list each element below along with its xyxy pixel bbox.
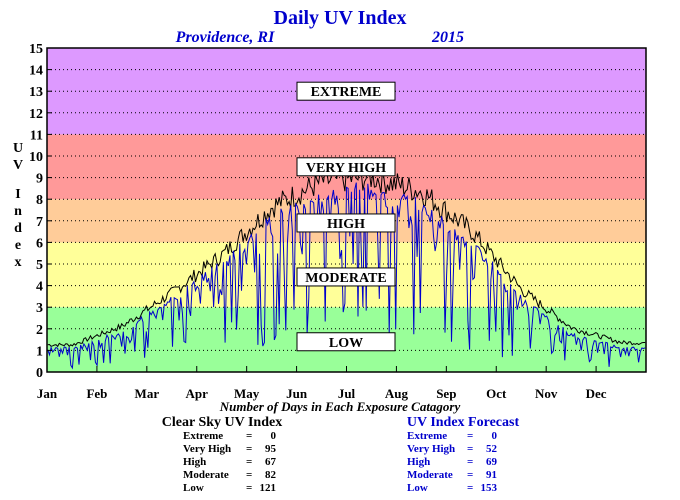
y-tick-label: 12 bbox=[29, 107, 43, 122]
x-month-label: May bbox=[234, 386, 260, 401]
y-tick-label: 11 bbox=[30, 128, 43, 143]
x-month-labels: Jan Feb Mar Apr May Jun Jul Aug Sep Oct Nov Dec bbox=[37, 366, 607, 401]
chart-location: Providence, RI bbox=[175, 29, 275, 46]
x-month-label: Aug bbox=[385, 386, 409, 401]
band-label-box bbox=[296, 157, 396, 177]
chart-year: 2015 bbox=[431, 29, 464, 46]
clear-sky-table: Extreme = 0 Very High = 95 High = 67 Moderate = 82 L… bbox=[183, 430, 277, 494]
summary-row-label: Very High bbox=[407, 443, 455, 455]
x-month-label: Apr bbox=[186, 386, 209, 401]
summary-row-value: 0 bbox=[492, 430, 498, 442]
x-month-label: Jun bbox=[286, 386, 308, 401]
summary-row-value: 67 bbox=[265, 456, 277, 468]
y-axis-label-char: V bbox=[13, 158, 23, 173]
y-tick-label: 9 bbox=[36, 172, 43, 187]
summary-row-equals: = bbox=[246, 482, 252, 494]
summary-row-equals: = bbox=[246, 443, 252, 455]
y-tick-label: 6 bbox=[36, 236, 43, 251]
summary-row-equals: = bbox=[246, 456, 252, 468]
y-tick-label: 5 bbox=[36, 258, 43, 273]
band-label: HIGH bbox=[327, 217, 365, 232]
y-tick-label: 10 bbox=[29, 150, 43, 165]
days-summary-title: Number of Days in Each Exposure Catagory bbox=[219, 399, 461, 414]
band-label: EXTREME bbox=[311, 85, 382, 100]
y-tick-label: 3 bbox=[36, 301, 43, 316]
x-month-label: Jan bbox=[37, 386, 58, 401]
summary-row-equals: = bbox=[467, 443, 473, 455]
y-tick-label: 4 bbox=[36, 280, 43, 295]
clear-sky-heading: Clear Sky UV Index bbox=[162, 415, 282, 430]
chart-title: Daily UV Index bbox=[274, 7, 407, 29]
summary-row-equals: = bbox=[467, 456, 473, 468]
y-tick-label: 15 bbox=[29, 42, 43, 57]
y-tick-label: 14 bbox=[29, 64, 43, 79]
summary-row-label: High bbox=[183, 456, 206, 468]
summary-row-label: Moderate bbox=[407, 469, 453, 481]
x-month-label: Mar bbox=[135, 386, 160, 401]
y-tick-label: 7 bbox=[36, 215, 43, 230]
x-month-label: Oct bbox=[486, 386, 507, 401]
x-month-label: Dec bbox=[586, 386, 607, 401]
band-label-box bbox=[296, 81, 396, 101]
summary-row-label: Moderate bbox=[183, 469, 229, 481]
summary-row-value: 121 bbox=[260, 482, 277, 494]
forecast-table: Extreme = 0 Very High = 52 High = 69 Moderate = 91 L… bbox=[407, 430, 498, 494]
summary-row-value: 91 bbox=[486, 469, 497, 481]
band-label-box bbox=[296, 332, 396, 352]
summary-row-label: Low bbox=[183, 482, 204, 494]
summary-row-label: Extreme bbox=[407, 430, 447, 442]
summary-row-value: 82 bbox=[265, 469, 277, 481]
y-axis-label-char: U bbox=[13, 141, 23, 156]
summary-row-equals: = bbox=[467, 430, 473, 442]
summary-row-label: Very High bbox=[183, 443, 231, 455]
summary-row-equals: = bbox=[467, 469, 473, 481]
band-label-box bbox=[296, 267, 396, 287]
summary-row-label: Low bbox=[407, 482, 428, 494]
x-month-label: Jul bbox=[338, 386, 356, 401]
summary-row-label: High bbox=[407, 456, 430, 468]
summary-row-label: Extreme bbox=[183, 430, 223, 442]
band-label-box bbox=[296, 213, 396, 233]
y-axis-label-char: x bbox=[15, 255, 22, 270]
band-labels: LOW MODERATE HIGH VERY HIGH EXTREME bbox=[296, 81, 396, 352]
y-tick-label: 1 bbox=[36, 344, 43, 359]
x-month-label: Sep bbox=[436, 386, 456, 401]
y-axis-label-char: n bbox=[14, 204, 22, 219]
y-tick-label: 8 bbox=[36, 193, 43, 208]
forecast-heading: UV Index Forecast bbox=[407, 415, 520, 430]
y-tick-label: 2 bbox=[36, 323, 43, 338]
summary-row-equals: = bbox=[246, 430, 252, 442]
y-tick-label: 0 bbox=[36, 366, 43, 381]
series-line-forecast bbox=[47, 182, 646, 370]
band-label: LOW bbox=[329, 336, 363, 351]
summary-row-equals: = bbox=[246, 469, 252, 481]
band-label: VERY HIGH bbox=[306, 161, 386, 176]
summary-row-value: 153 bbox=[481, 482, 498, 494]
x-month-label: Nov bbox=[535, 386, 558, 401]
y-axis-label-char: e bbox=[15, 238, 21, 253]
summary-row-value: 52 bbox=[486, 443, 498, 455]
summary-row-value: 69 bbox=[486, 456, 498, 468]
y-tick-label: 13 bbox=[29, 85, 43, 100]
summary-row-value: 0 bbox=[271, 430, 277, 442]
summary-row-equals: = bbox=[467, 482, 473, 494]
band-label: MODERATE bbox=[305, 271, 386, 286]
y-axis-label-char: d bbox=[14, 221, 22, 236]
y-axis-label-char: I bbox=[15, 187, 20, 202]
x-month-label: Feb bbox=[86, 386, 107, 401]
summary-row-value: 95 bbox=[265, 443, 277, 455]
